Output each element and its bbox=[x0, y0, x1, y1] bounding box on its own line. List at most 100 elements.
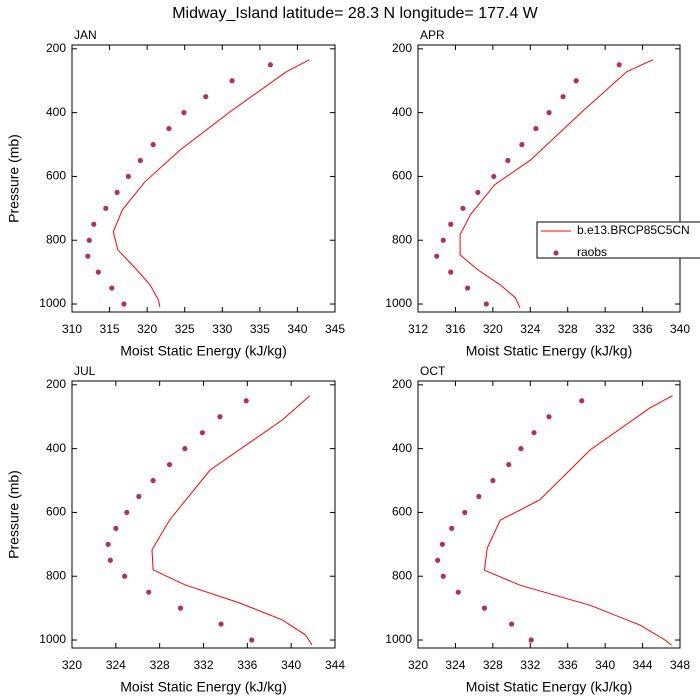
raob-marker bbox=[546, 110, 552, 116]
x-tick-label: 320 bbox=[408, 658, 428, 672]
x-tick-label: 328 bbox=[558, 322, 578, 336]
raob-marker bbox=[122, 573, 128, 579]
y-tick-label: 200 bbox=[392, 41, 412, 55]
profile-line bbox=[483, 395, 673, 646]
raob-marker bbox=[448, 269, 454, 275]
raob-marker bbox=[462, 509, 468, 516]
raob-marker bbox=[573, 78, 579, 84]
y-axis-title: Pressure (mb) bbox=[6, 470, 22, 559]
figure-title: Midway_Island latitude= 28.3 N longitude… bbox=[172, 5, 538, 22]
y-tick-label: 800 bbox=[46, 232, 66, 246]
raob-marker bbox=[121, 301, 127, 307]
y-axis-title: Pressure (mb) bbox=[6, 134, 22, 223]
raob-marker bbox=[114, 189, 120, 195]
raob-marker bbox=[483, 301, 489, 307]
raob-marker bbox=[107, 557, 113, 563]
y-tick-label: 800 bbox=[392, 232, 412, 246]
y-tick-label: 600 bbox=[392, 169, 412, 183]
raob-marker bbox=[519, 141, 525, 148]
raob-marker bbox=[95, 269, 101, 275]
x-tick-label: 336 bbox=[633, 322, 653, 336]
y-tick-label: 400 bbox=[46, 441, 66, 455]
panel-label: JAN bbox=[74, 28, 97, 42]
raob-marker bbox=[218, 621, 224, 627]
plot-frame bbox=[417, 44, 681, 313]
x-tick-label: 345 bbox=[325, 322, 345, 336]
raob-marker bbox=[491, 173, 497, 180]
x-tick-label: 335 bbox=[250, 322, 270, 336]
raob-marker bbox=[109, 285, 115, 291]
raob-marker bbox=[105, 541, 111, 547]
raob-marker bbox=[166, 125, 172, 132]
x-tick-label: 312 bbox=[408, 322, 428, 336]
raob-marker bbox=[490, 477, 496, 484]
x-tick-label: 320 bbox=[62, 658, 82, 672]
raob-marker bbox=[579, 398, 585, 404]
raob-marker bbox=[86, 237, 92, 243]
y-tick-label: 1000 bbox=[39, 296, 66, 310]
raob-marker bbox=[546, 414, 552, 420]
raob-marker bbox=[506, 461, 512, 468]
x-tick-label: 324 bbox=[106, 658, 126, 672]
y-tick-label: 1000 bbox=[39, 632, 66, 646]
raob-marker bbox=[481, 605, 488, 611]
raob-marker bbox=[616, 62, 622, 68]
panel-label: APR bbox=[420, 28, 445, 42]
raob-marker bbox=[182, 446, 188, 452]
x-tick-label: 324 bbox=[520, 322, 540, 336]
x-tick-label: 320 bbox=[483, 322, 503, 336]
legend-label: b.e13.BRCP85C5CN bbox=[577, 223, 690, 237]
raob-marker bbox=[434, 253, 440, 259]
x-axis-title: Moist Static Energy (kJ/kg) bbox=[466, 679, 633, 695]
panel-label: JUL bbox=[74, 364, 96, 378]
raob-marker bbox=[113, 525, 119, 531]
raob-marker bbox=[91, 221, 97, 227]
x-tick-label: 328 bbox=[483, 658, 503, 672]
x-tick-label: 340 bbox=[670, 322, 690, 336]
x-tick-label: 340 bbox=[287, 322, 307, 336]
y-tick-label: 800 bbox=[392, 568, 412, 582]
raob-marker bbox=[528, 637, 534, 643]
raob-marker bbox=[560, 94, 566, 100]
raob-marker bbox=[448, 221, 454, 227]
x-tick-label: 344 bbox=[633, 658, 653, 672]
raob-marker bbox=[249, 637, 255, 643]
y-tick-label: 1000 bbox=[385, 632, 412, 646]
x-tick-label: 348 bbox=[670, 658, 690, 672]
raob-marker bbox=[440, 237, 446, 243]
raob-marker bbox=[460, 205, 466, 211]
x-axis-title: Moist Static Energy (kJ/kg) bbox=[120, 679, 287, 695]
raob-marker bbox=[85, 253, 91, 259]
x-tick-label: 325 bbox=[175, 322, 195, 336]
raob-marker bbox=[177, 605, 184, 611]
raob-marker bbox=[137, 157, 143, 164]
x-tick-label: 344 bbox=[325, 658, 345, 672]
raob-marker bbox=[146, 589, 152, 595]
x-tick-label: 340 bbox=[595, 658, 615, 672]
raob-marker bbox=[181, 110, 187, 116]
raob-marker bbox=[199, 430, 206, 436]
raob-marker bbox=[449, 525, 455, 531]
x-tick-label: 332 bbox=[595, 322, 615, 336]
x-tick-label: 340 bbox=[281, 658, 301, 672]
y-tick-label: 200 bbox=[46, 41, 66, 55]
y-tick-label: 600 bbox=[46, 505, 66, 519]
plot-frame bbox=[71, 380, 336, 649]
y-tick-label: 600 bbox=[392, 505, 412, 519]
x-tick-label: 330 bbox=[212, 322, 232, 336]
y-tick-label: 400 bbox=[392, 441, 412, 455]
y-tick-label: 1000 bbox=[385, 296, 412, 310]
plot-frame bbox=[71, 44, 336, 313]
raob-marker bbox=[229, 78, 235, 84]
raob-marker bbox=[455, 589, 461, 595]
raob-marker bbox=[243, 398, 249, 404]
raob-marker bbox=[440, 573, 446, 579]
raob-marker bbox=[531, 430, 537, 436]
y-tick-label: 400 bbox=[392, 105, 412, 119]
x-tick-label: 324 bbox=[445, 658, 465, 672]
x-tick-label: 310 bbox=[62, 322, 82, 336]
x-tick-label: 332 bbox=[193, 658, 213, 672]
x-axis-title: Moist Static Energy (kJ/kg) bbox=[466, 343, 633, 359]
legend-label: raobs bbox=[577, 245, 607, 259]
